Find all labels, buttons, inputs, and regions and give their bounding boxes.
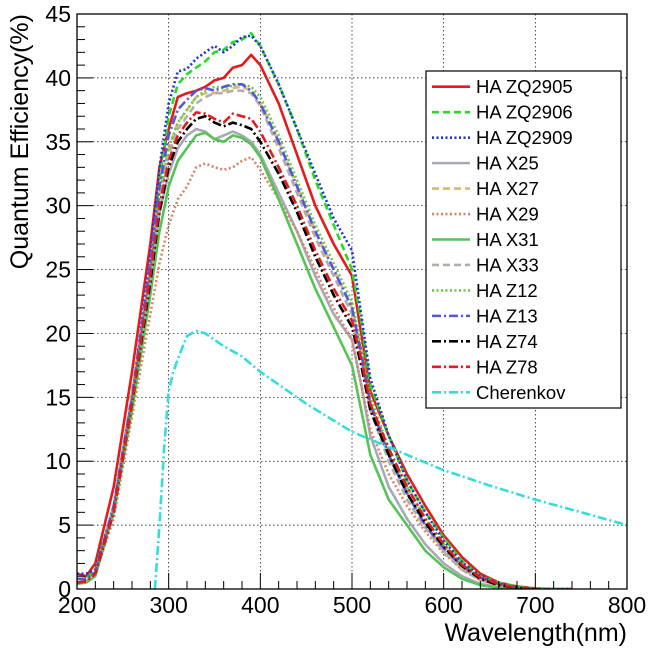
series-line <box>77 83 536 589</box>
legend-label: HA Z78 <box>476 356 538 377</box>
legend-label: HA Z74 <box>476 331 538 352</box>
legend-label: HA X31 <box>476 229 539 250</box>
x-tick-label: 800 <box>608 592 646 618</box>
x-tick-label: 400 <box>241 592 279 618</box>
x-tick-label: 200 <box>58 592 96 618</box>
legend-label: Cherenkov <box>476 382 566 403</box>
series-line <box>153 329 627 589</box>
x-tick-label: 300 <box>149 592 187 618</box>
legend-label: HA X33 <box>476 254 539 275</box>
x-axis: 200 300 400 500 600 700 800 <box>58 573 646 618</box>
legend-label: HA X25 <box>476 153 539 174</box>
y-axis-label: Quantum Efficiency(%) <box>6 14 34 269</box>
legend-label: HA Z12 <box>476 280 538 301</box>
y-tick-label: 25 <box>45 257 71 283</box>
series-line <box>77 155 536 589</box>
y-tick-label: 0 <box>58 576 71 602</box>
legend-label: HA Z13 <box>476 305 538 326</box>
series-lines <box>77 31 627 589</box>
y-tick-label: 15 <box>45 384 71 410</box>
y-tick-label: 5 <box>58 512 71 538</box>
legend-label: HA X27 <box>476 178 539 199</box>
legend-label: HA ZQ2906 <box>476 102 573 123</box>
y-tick-label: 40 <box>45 65 71 91</box>
legend-label: HA ZQ2905 <box>476 76 573 97</box>
legend-label: HA X29 <box>476 204 539 225</box>
x-axis-label: Wavelength(nm) <box>445 619 627 647</box>
x-tick-label: 600 <box>424 592 462 618</box>
x-tick-label: 500 <box>333 592 371 618</box>
y-tick-label: 10 <box>45 448 71 474</box>
legend-label: HA ZQ2909 <box>476 127 573 148</box>
y-tick-label: 20 <box>45 320 71 346</box>
y-tick-label: 30 <box>45 193 71 219</box>
y-axis: 0 5 10 15 20 25 30 35 40 45 <box>45 1 93 602</box>
series-line <box>77 131 536 589</box>
series-line <box>77 111 536 589</box>
y-tick-label: 45 <box>45 1 71 27</box>
y-tick-label: 35 <box>45 129 71 155</box>
x-tick-label: 700 <box>516 592 554 618</box>
legend: HA ZQ2905 HA ZQ2906 HA ZQ2909 HA X25 HA X27 H… <box>425 70 622 409</box>
series-line <box>77 34 572 589</box>
